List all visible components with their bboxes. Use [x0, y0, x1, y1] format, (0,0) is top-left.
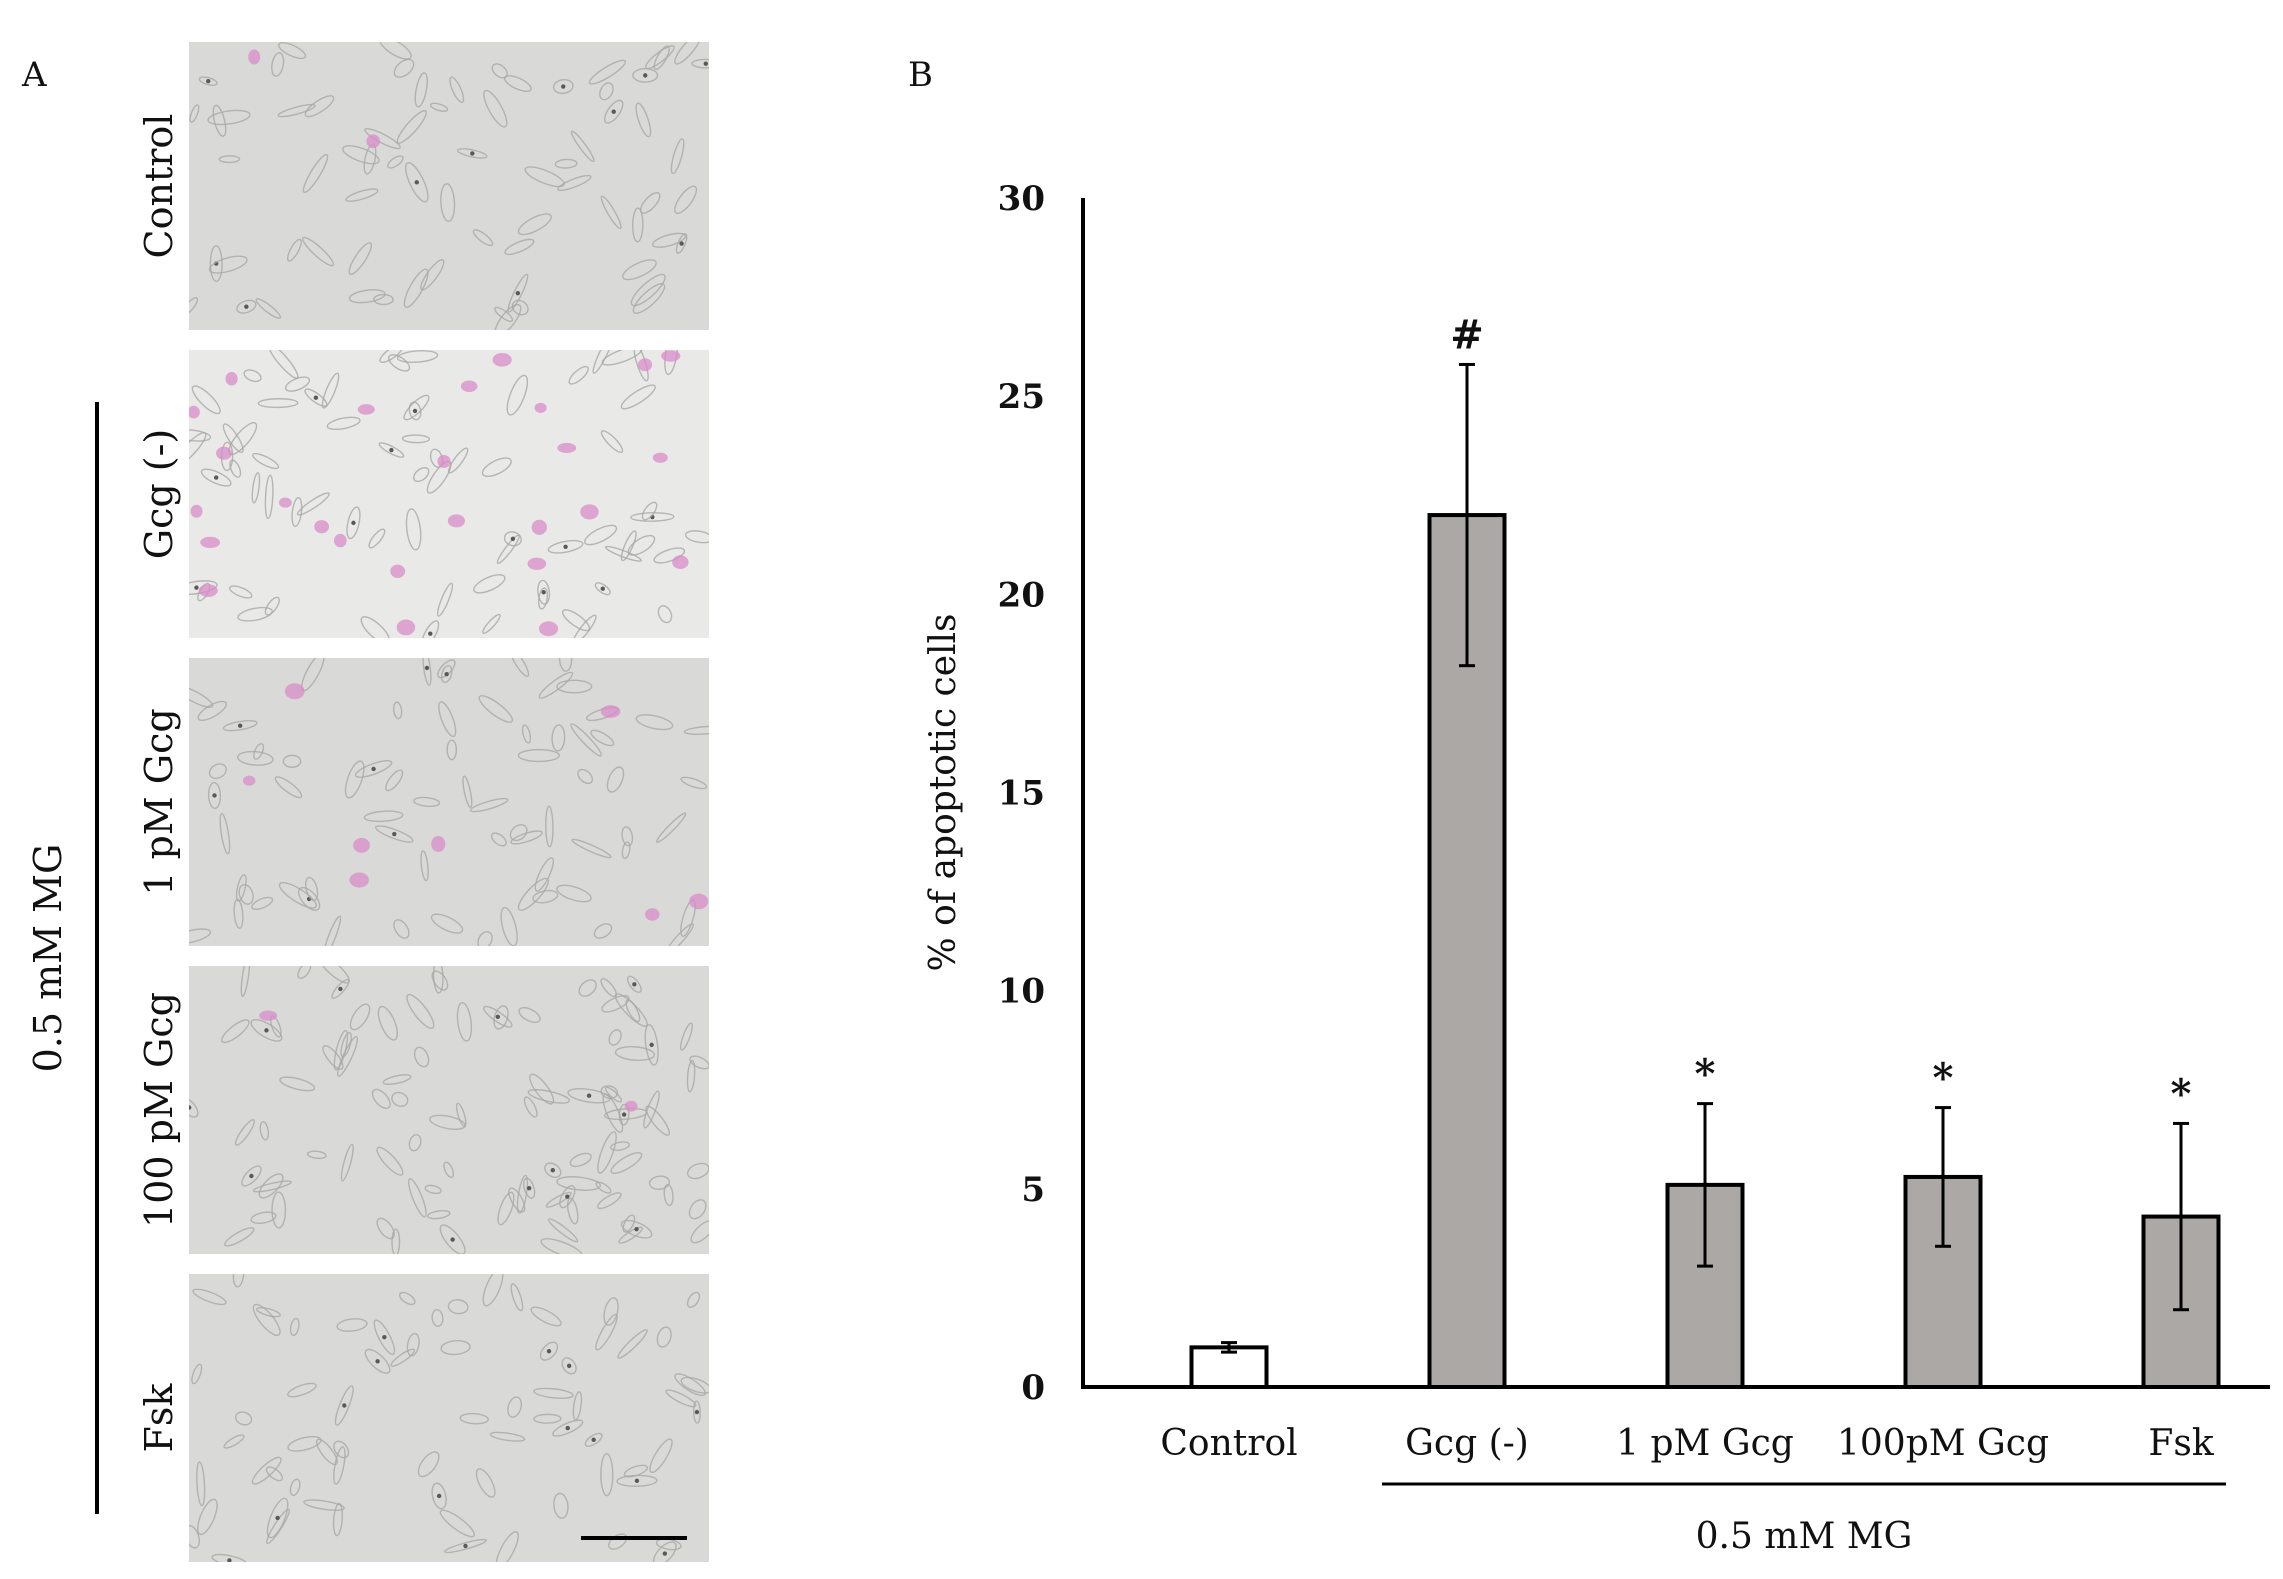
- y-tick-label-0: 0: [1021, 1368, 1045, 1408]
- significance-mark-1: #: [1450, 311, 1484, 358]
- micrograph-1: [189, 350, 709, 638]
- micrograph-0: [189, 42, 709, 330]
- y-tick-label-2: 10: [998, 972, 1045, 1012]
- category-label-3: 100pM Gcg: [1837, 1423, 2049, 1464]
- y-tick-label-1: 5: [1021, 1170, 1045, 1210]
- row-label-3: 100 pM Gcg: [137, 992, 181, 1228]
- row-label-1: Gcg (-): [137, 428, 181, 560]
- y-tick-label-5: 25: [998, 377, 1045, 417]
- significance-mark-2: *: [1695, 1051, 1716, 1098]
- row-label-2: 1 pM Gcg: [137, 708, 181, 896]
- row-label-4: Fsk: [137, 1383, 181, 1453]
- category-label-1: Gcg (-): [1405, 1423, 1529, 1464]
- category-label-4: Fsk: [2148, 1423, 2214, 1464]
- panel-b-label: B: [908, 55, 933, 95]
- y-tick-label-4: 20: [998, 575, 1045, 615]
- significance-mark-3: *: [1933, 1055, 1954, 1102]
- micrograph-3: [189, 966, 709, 1254]
- micrograph-4: [189, 1274, 709, 1562]
- category-label-0: Control: [1160, 1423, 1297, 1464]
- category-label-2: 1 pM Gcg: [1616, 1423, 1794, 1464]
- bar-0: [1189, 1345, 1269, 1390]
- y-axis-label: % of apoptotic cells: [923, 613, 964, 971]
- y-tick-label-3: 15: [998, 774, 1045, 814]
- group-label: 0.5 mM MG: [1696, 1516, 1913, 1557]
- panel-a-label: A: [22, 55, 47, 95]
- row-label-0: Control: [137, 113, 181, 259]
- micrograph-2: [189, 658, 709, 946]
- group-bracket-line: [95, 402, 99, 1514]
- significance-mark-4: *: [2171, 1070, 2192, 1117]
- y-tick-label-6: 30: [998, 179, 1045, 219]
